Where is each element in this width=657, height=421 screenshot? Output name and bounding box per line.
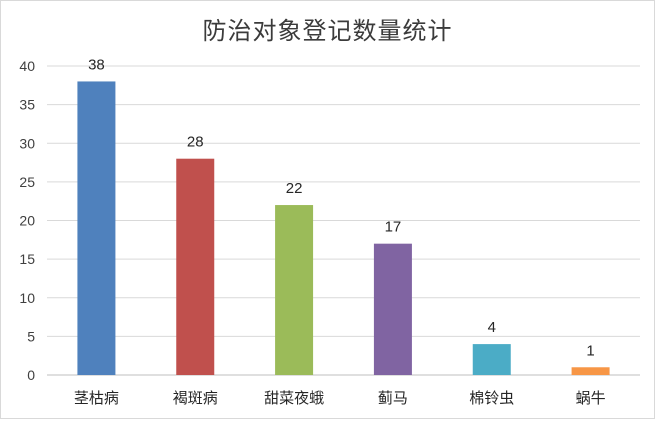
- y-tick-label: 20: [19, 213, 35, 229]
- data-label: 1: [586, 342, 594, 359]
- data-label: 17: [385, 219, 402, 236]
- x-category-label: 蜗牛: [576, 389, 606, 407]
- y-tick-label: 0: [27, 367, 35, 383]
- data-label: 22: [286, 180, 303, 197]
- data-label: 28: [187, 134, 204, 151]
- y-tick-label: 35: [19, 97, 35, 113]
- y-tick-label: 10: [19, 290, 35, 306]
- y-tick-label: 15: [19, 251, 35, 267]
- bar-6: [571, 367, 610, 375]
- chart-title: 防治对象登记数量统计: [202, 17, 453, 45]
- x-category-label: 茎枯病: [74, 389, 119, 407]
- x-category-label: 褐斑病: [173, 389, 218, 407]
- y-tick-label: 30: [19, 135, 35, 151]
- y-tick-label: 5: [27, 328, 35, 344]
- bar-2: [176, 158, 215, 375]
- y-tick-label: 40: [19, 58, 35, 74]
- x-category-label: 甜菜夜蛾: [264, 389, 324, 407]
- bars: [77, 81, 610, 375]
- bar-1: [77, 81, 116, 375]
- bar-5: [472, 344, 511, 375]
- data-label: 38: [88, 56, 105, 73]
- gridlines: [47, 65, 640, 376]
- bar-3: [275, 205, 314, 375]
- x-category-label: 棉铃虫: [469, 389, 514, 407]
- y-axis: 0 5 10 15 20 25 30 35 40: [19, 58, 35, 383]
- bar-4: [373, 243, 412, 375]
- x-category-label: 蓟马: [378, 389, 408, 407]
- data-labels: 38 28 22 17 4 1: [88, 56, 595, 359]
- x-axis: 茎枯病 褐斑病 甜菜夜蛾 蓟马 棉铃虫 蜗牛: [74, 389, 606, 407]
- data-label: 4: [488, 319, 496, 336]
- y-tick-label: 25: [19, 174, 35, 190]
